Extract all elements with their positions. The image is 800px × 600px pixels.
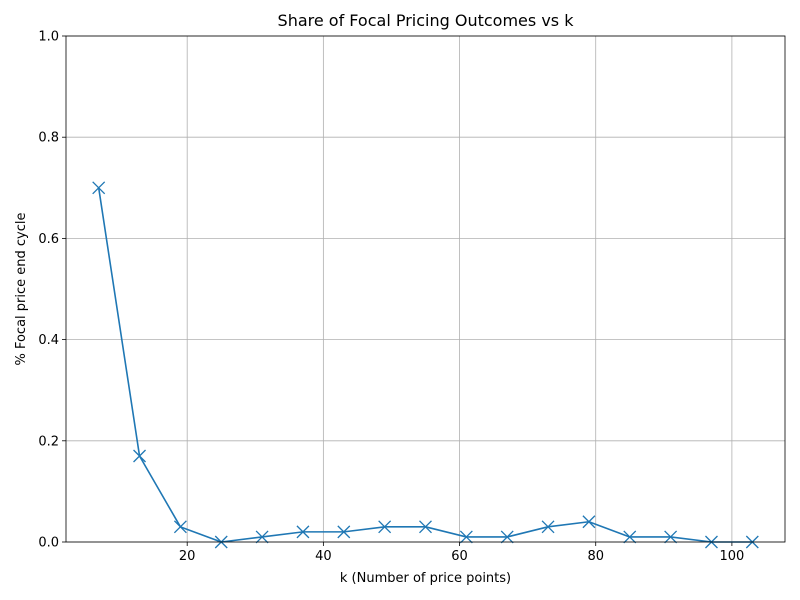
data-point-marker [296, 525, 310, 539]
y-axis-label: % Focal price end cycle [14, 212, 29, 365]
series-layer [92, 181, 759, 549]
data-point-marker [173, 520, 187, 534]
grid [66, 35, 785, 543]
data-point-marker [582, 515, 596, 529]
axis-ticks: 20 40 60 80 100 0.0 0.2 0.4 0.6 0.8 1.0 [38, 30, 744, 565]
series-line [97, 187, 754, 543]
y-tick-label: 1.0 [38, 30, 59, 45]
y-tick-label: 0.8 [38, 131, 59, 146]
x-axis-label: k (Number of price points) [340, 571, 511, 586]
x-tick-label: 100 [719, 549, 744, 564]
data-point-marker [419, 520, 432, 534]
x-tick-label: 40 [315, 549, 332, 564]
data-point-marker [255, 530, 269, 544]
y-tick-label: 0.2 [38, 434, 59, 449]
plot-area-frame [65, 35, 786, 543]
chart-title: Share of Focal Pricing Outcomes vs k [278, 11, 575, 30]
data-point-marker [133, 449, 146, 463]
data-point-marker [500, 530, 514, 544]
data-point-marker [378, 520, 392, 534]
x-tick-label: 60 [451, 549, 468, 564]
data-point-marker [459, 530, 473, 544]
x-tick-label: 20 [179, 549, 196, 564]
data-point-marker [623, 530, 637, 544]
data-point-marker [541, 520, 555, 534]
data-point-marker [92, 181, 106, 195]
data-point-marker [337, 525, 351, 539]
data-point-marker [664, 530, 678, 544]
y-tick-label: 0.0 [38, 536, 59, 551]
y-tick-label: 0.6 [38, 232, 59, 247]
y-tick-label: 0.4 [38, 333, 59, 348]
x-tick-label: 80 [587, 549, 604, 564]
